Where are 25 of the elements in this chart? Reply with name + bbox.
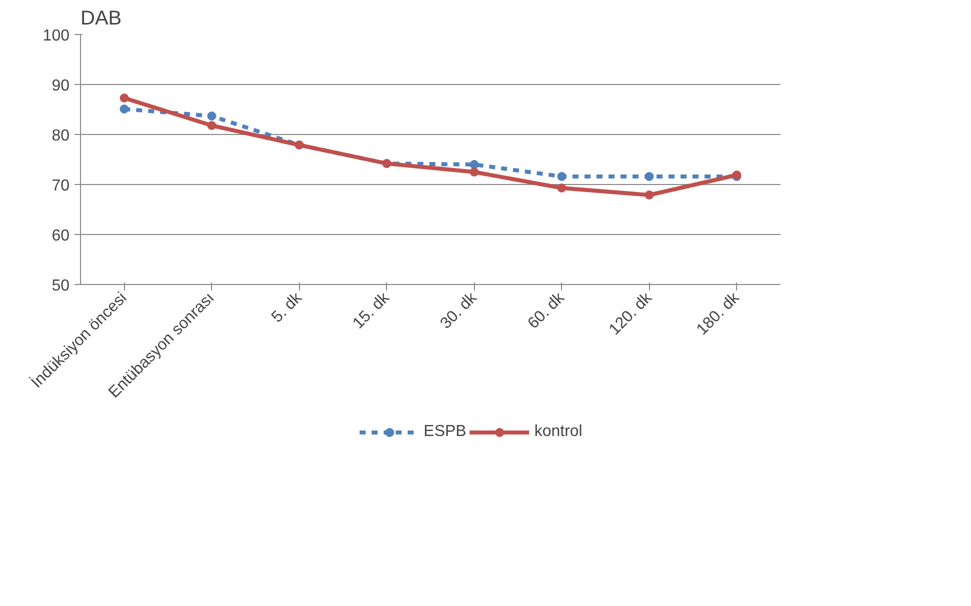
y-tick-label: 100: [42, 28, 70, 44]
x-tick-label: 180. dk: [694, 288, 744, 339]
y-tick-label: 70: [52, 178, 70, 194]
point: [470, 160, 479, 169]
point: [470, 168, 479, 176]
point: [557, 184, 566, 192]
y-tick-label: 60: [52, 228, 70, 244]
legend-label: ESPB: [424, 423, 466, 441]
point: [207, 112, 216, 120]
x-tick-label: 120. dk: [606, 288, 656, 339]
y-tick-label: 80: [52, 128, 70, 144]
x-tick-label: 5. dk: [268, 288, 306, 326]
x-tick-label: 15. dk: [350, 288, 394, 332]
y-axis-title: DAB: [80, 8, 122, 30]
point: [120, 94, 129, 102]
y-tick-label: 50: [52, 278, 70, 294]
point: [557, 172, 566, 181]
legend-label: kontrol: [534, 423, 582, 441]
point: [644, 172, 654, 181]
x-tick-label: 30. dk: [437, 288, 481, 332]
y-tick-label: 90: [52, 78, 70, 94]
x-tick-label: 60. dk: [524, 288, 568, 332]
point: [120, 104, 129, 114]
point: [207, 121, 216, 130]
point: [644, 190, 654, 200]
